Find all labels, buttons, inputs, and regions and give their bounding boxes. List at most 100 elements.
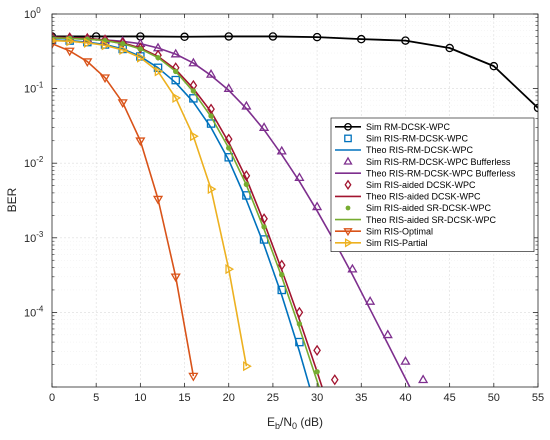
circle-marker [445, 43, 454, 53]
dot-marker [345, 205, 351, 211]
series-line [52, 42, 195, 377]
triangle-right-marker [137, 52, 146, 63]
diamond-marker [101, 34, 109, 46]
series-line [52, 36, 411, 387]
legend-entry: Sim RIS-Optimal [335, 226, 433, 236]
legend-label: Sim RIS-RM-DCSK-WPC [366, 134, 468, 144]
circle-marker [357, 34, 366, 44]
series-layer [52, 31, 538, 387]
x-tick-label: 30 [311, 392, 323, 404]
x-tick-labels: 0 5 10 15 20 25 30 35 40 45 50 55 [49, 392, 544, 404]
y-tick-exp: 0 [36, 6, 41, 15]
triangle-right-marker [225, 264, 235, 275]
legend-entry: Theo RIS-RM-DCSK-WPC Bufferless [335, 168, 516, 178]
circle-marker [312, 32, 322, 42]
triangle-down-marker [343, 228, 353, 237]
legend-label: Sim RIS-aided SR-DCSK-WPC [366, 203, 492, 213]
legend-label: Theo RIS-aided DCSK-WPC [366, 192, 481, 202]
legend-label: Sim RIS-aided DCSK-WPC [366, 180, 476, 190]
y-tick-label: 10-1 [24, 81, 44, 96]
plot-frame [51, 13, 539, 388]
circle-marker [401, 36, 410, 45]
y-tick-base: 10 [24, 158, 36, 170]
x-axis-label: Eb/N0 (dB) [267, 415, 323, 431]
y-tick-label: 100 [24, 6, 41, 21]
legend-entry: Sim RIS-RM-DCSK-WPC [344, 134, 468, 144]
circle-marker [489, 61, 499, 71]
x-tick-label: 10 [134, 392, 146, 404]
triangle-up-marker [382, 329, 393, 339]
triangle-right-marker [243, 361, 252, 372]
legend-label: Theo RIS-RM-DCSK-WPC Bufferless [366, 168, 516, 178]
x-tick-label: 35 [355, 392, 367, 404]
triangle-right-marker [52, 37, 58, 44]
y-tick-base: 10 [24, 233, 36, 245]
triangle-right-marker [83, 37, 93, 48]
diamond-marker [330, 374, 339, 386]
legend-entry: Sim RM-DCSK-WPC [335, 122, 450, 132]
triangle-right-marker [190, 131, 199, 142]
x-tick-label: 0 [49, 392, 55, 404]
diamond-marker [52, 31, 56, 43]
y-tick-exp: -3 [36, 230, 44, 239]
diamond-marker [136, 42, 145, 54]
legend-entry: Sim RIS-aided SR-DCSK-WPC [345, 203, 492, 213]
y-tick-label: 10-2 [24, 155, 44, 170]
x-axis-label-sub2: 0 [292, 421, 297, 431]
legend-label: Sim RM-DCSK-WPC [366, 122, 450, 132]
x-tick-label: 20 [223, 392, 235, 404]
legend-entry: Sim RIS-RM-DCSK-WPC Bufferless [343, 156, 511, 167]
triangle-right-marker [154, 66, 164, 77]
y-axis-label: BER [5, 187, 19, 212]
triangle-right-marker [207, 183, 217, 195]
circle-marker [180, 32, 189, 42]
series-9 [52, 40, 199, 382]
x-tick-label: 40 [399, 392, 411, 404]
triangle-down-marker [152, 195, 164, 205]
x-tick-label: 25 [267, 392, 279, 404]
y-tick-exp: -2 [36, 155, 44, 164]
legend-entry: Theo RIS-aided DCSK-WPC [335, 192, 481, 202]
triangle-down-marker [188, 372, 199, 382]
triangle-down-marker [170, 273, 181, 283]
circle-marker [533, 103, 538, 113]
legend-entry: Theo RIS-RM-DCSK-WPC [335, 145, 474, 155]
square-marker [344, 134, 352, 143]
x-axis-label-mid: /N [280, 415, 292, 429]
diamond-marker [313, 344, 321, 357]
x-axis-label-tail: (dB) [297, 415, 323, 429]
series-line [52, 35, 538, 109]
axis-ticks [51, 13, 539, 388]
legend-box [330, 117, 535, 252]
triangle-up-marker [343, 156, 353, 165]
legend-label: Sim RIS-Partial [366, 238, 428, 248]
series-line [52, 36, 320, 387]
triangle-down-marker [99, 74, 111, 84]
legend-entry: Sim RIS-Partial [335, 238, 428, 248]
x-tick-label: 50 [488, 392, 500, 404]
triangle-down-marker [135, 137, 146, 147]
circle-marker [268, 32, 278, 41]
series-line [52, 39, 311, 387]
y-tick-exp: -4 [36, 304, 44, 313]
y-tick-label: 10-4 [24, 304, 44, 319]
legend-entry: Theo RIS-aided SR-DCSK-WPC [335, 215, 497, 225]
triangle-right-marker [119, 44, 129, 56]
triangle-right-marker [101, 40, 111, 51]
y-tick-base: 10 [24, 307, 36, 319]
x-axis-label-main: E [267, 415, 275, 429]
series-4 [52, 36, 411, 387]
triangle-down-marker [82, 58, 93, 68]
circle-marker [224, 32, 233, 41]
circle-marker [344, 122, 352, 131]
triangle-up-marker [418, 374, 429, 384]
legend-label: Sim RIS-Optimal [366, 226, 433, 236]
triangle-right-marker [66, 36, 76, 47]
diamond-marker [295, 306, 304, 319]
triangle-right-marker [172, 92, 182, 104]
triangle-up-marker [400, 356, 411, 365]
y-tick-base: 10 [24, 84, 36, 96]
